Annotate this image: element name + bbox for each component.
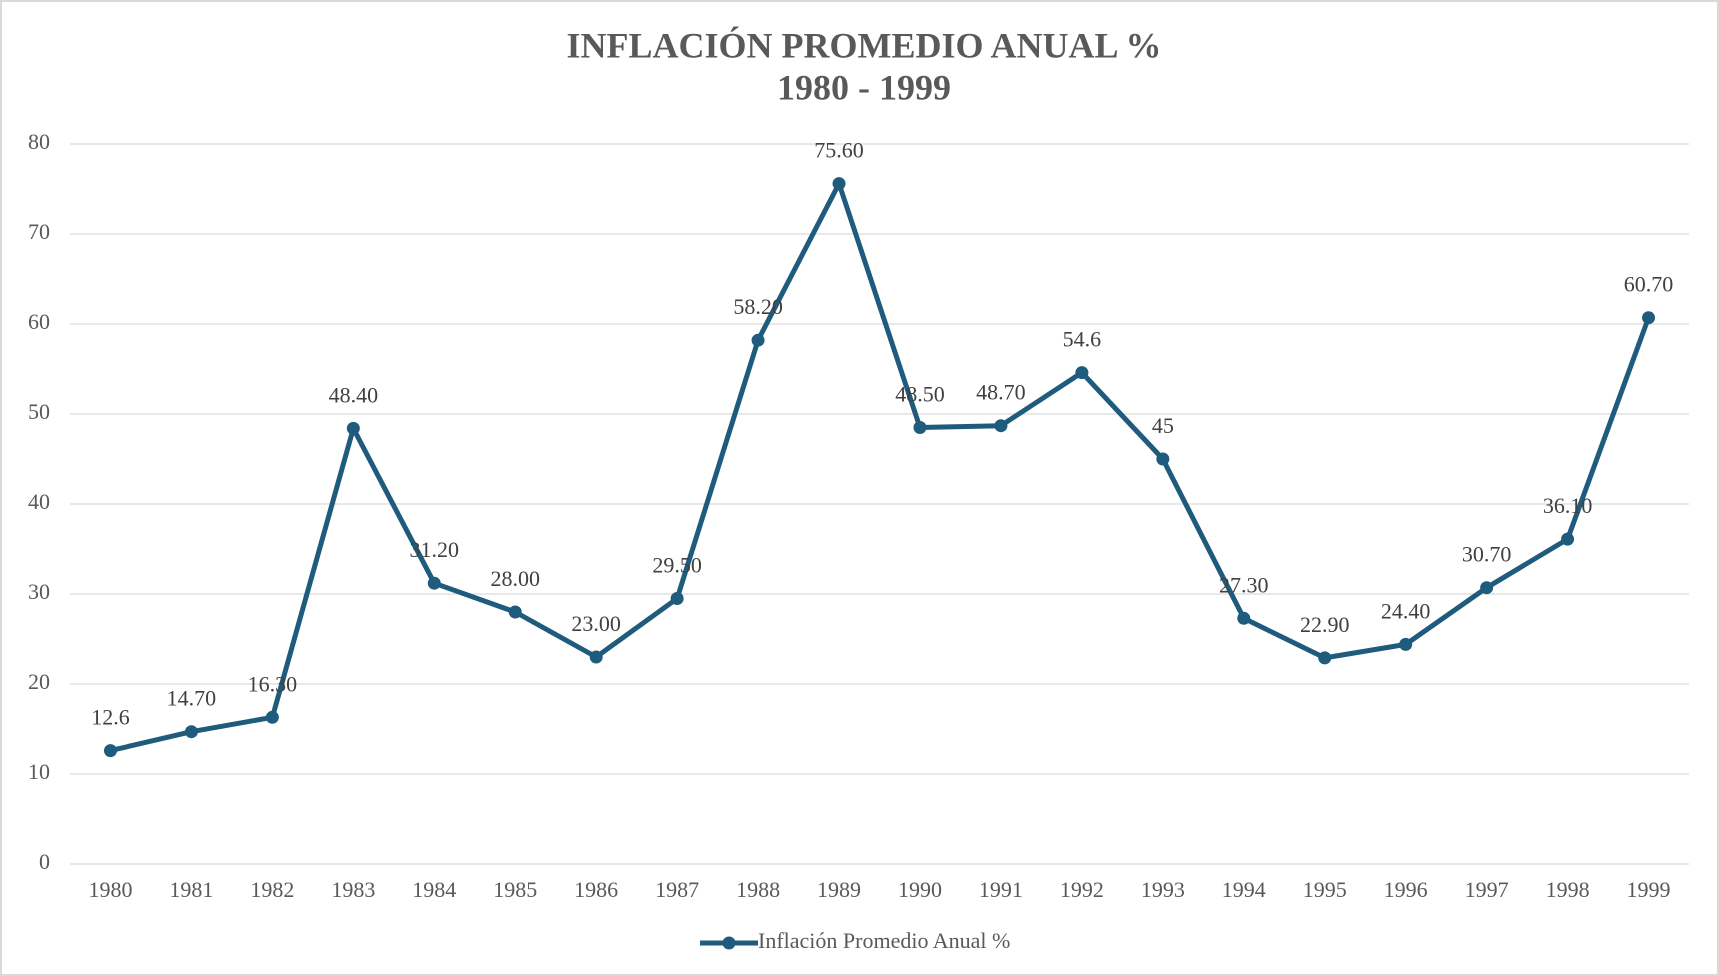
x-tick-label: 1987 xyxy=(655,877,699,902)
y-tick-label: 10 xyxy=(28,759,50,784)
line xyxy=(109,181,1651,754)
data-label: 48.70 xyxy=(976,380,1026,405)
y-tick-label: 60 xyxy=(28,309,50,334)
point xyxy=(427,576,441,590)
chart-subtitle: 1980 - 1999 xyxy=(777,67,951,107)
x-tick-label: 1990 xyxy=(898,877,942,902)
x-tick-label: 1988 xyxy=(736,877,780,902)
point xyxy=(508,605,522,619)
y-tick-label: 20 xyxy=(28,669,50,694)
legend-marker xyxy=(722,936,736,950)
data-label: 36.10 xyxy=(1543,493,1593,518)
point xyxy=(184,725,198,739)
data-label: 14.70 xyxy=(167,686,217,711)
legend-label: Inflación Promedio Anual % xyxy=(758,928,1010,953)
data-label: 12.6 xyxy=(91,705,130,730)
point xyxy=(265,710,279,724)
x-tick-label: 1984 xyxy=(412,877,456,902)
y-tick-label: 70 xyxy=(28,219,50,244)
x-tick-label: 1985 xyxy=(493,877,537,902)
x-tick-label: 1989 xyxy=(817,877,861,902)
y-tick-label: 50 xyxy=(28,399,50,424)
x-tick-label: 1993 xyxy=(1141,877,1185,902)
point xyxy=(103,744,117,758)
x-tick-label: 1991 xyxy=(979,877,1023,902)
x-tick-label: 1992 xyxy=(1060,877,1104,902)
data-label: 58.20 xyxy=(733,294,783,319)
data-label: 28.00 xyxy=(490,566,540,591)
point xyxy=(589,650,603,664)
data-label: 48.50 xyxy=(895,382,945,407)
x-tick-label: 1986 xyxy=(574,877,618,902)
point xyxy=(346,421,360,435)
point xyxy=(832,177,846,191)
data-label: 75.60 xyxy=(814,138,864,163)
point xyxy=(913,421,927,434)
data-label: 45 xyxy=(1152,413,1174,438)
point xyxy=(751,333,765,347)
point xyxy=(1318,651,1332,665)
x-tick-label: 1982 xyxy=(250,877,294,902)
point xyxy=(1399,637,1413,651)
data-label: 30.70 xyxy=(1462,542,1512,567)
x-tick-label: 1983 xyxy=(331,877,375,902)
data-label: 16.30 xyxy=(248,671,298,696)
y-tick-label: 40 xyxy=(28,489,50,514)
data-label: 24.40 xyxy=(1381,598,1431,623)
y-tick-label: 30 xyxy=(28,579,50,604)
data-label: 54.6 xyxy=(1063,327,1102,352)
data-label: 31.20 xyxy=(410,537,460,562)
data-label: 60.70 xyxy=(1624,272,1674,297)
x-tick-label: 1997 xyxy=(1465,877,1509,902)
data-label: 22.90 xyxy=(1300,612,1350,637)
data-label: 23.00 xyxy=(571,611,621,636)
point xyxy=(1156,452,1170,466)
data-label: 48.40 xyxy=(329,382,379,407)
point xyxy=(1075,366,1089,380)
x-tick-label: 1996 xyxy=(1384,877,1428,902)
point xyxy=(1237,611,1251,625)
point xyxy=(670,592,684,605)
x-tick-label: 1995 xyxy=(1303,877,1347,902)
x-tick-label: 1999 xyxy=(1627,877,1671,902)
point xyxy=(1561,532,1575,546)
point xyxy=(994,419,1008,433)
data-label: 27.30 xyxy=(1219,572,1269,597)
x-tick-label: 1998 xyxy=(1546,877,1590,902)
point xyxy=(1480,581,1494,595)
y-tick-label: 0 xyxy=(39,849,50,874)
y-tick-label: 80 xyxy=(28,129,50,154)
data-label: 29.50 xyxy=(652,553,702,578)
x-tick-label: 1980 xyxy=(88,877,132,902)
x-tick-label: 1981 xyxy=(169,877,213,902)
point xyxy=(1642,311,1656,325)
x-tick-label: 1994 xyxy=(1222,877,1266,902)
chart-title: INFLACIÓN PROMEDIO ANUAL % xyxy=(566,25,1161,65)
